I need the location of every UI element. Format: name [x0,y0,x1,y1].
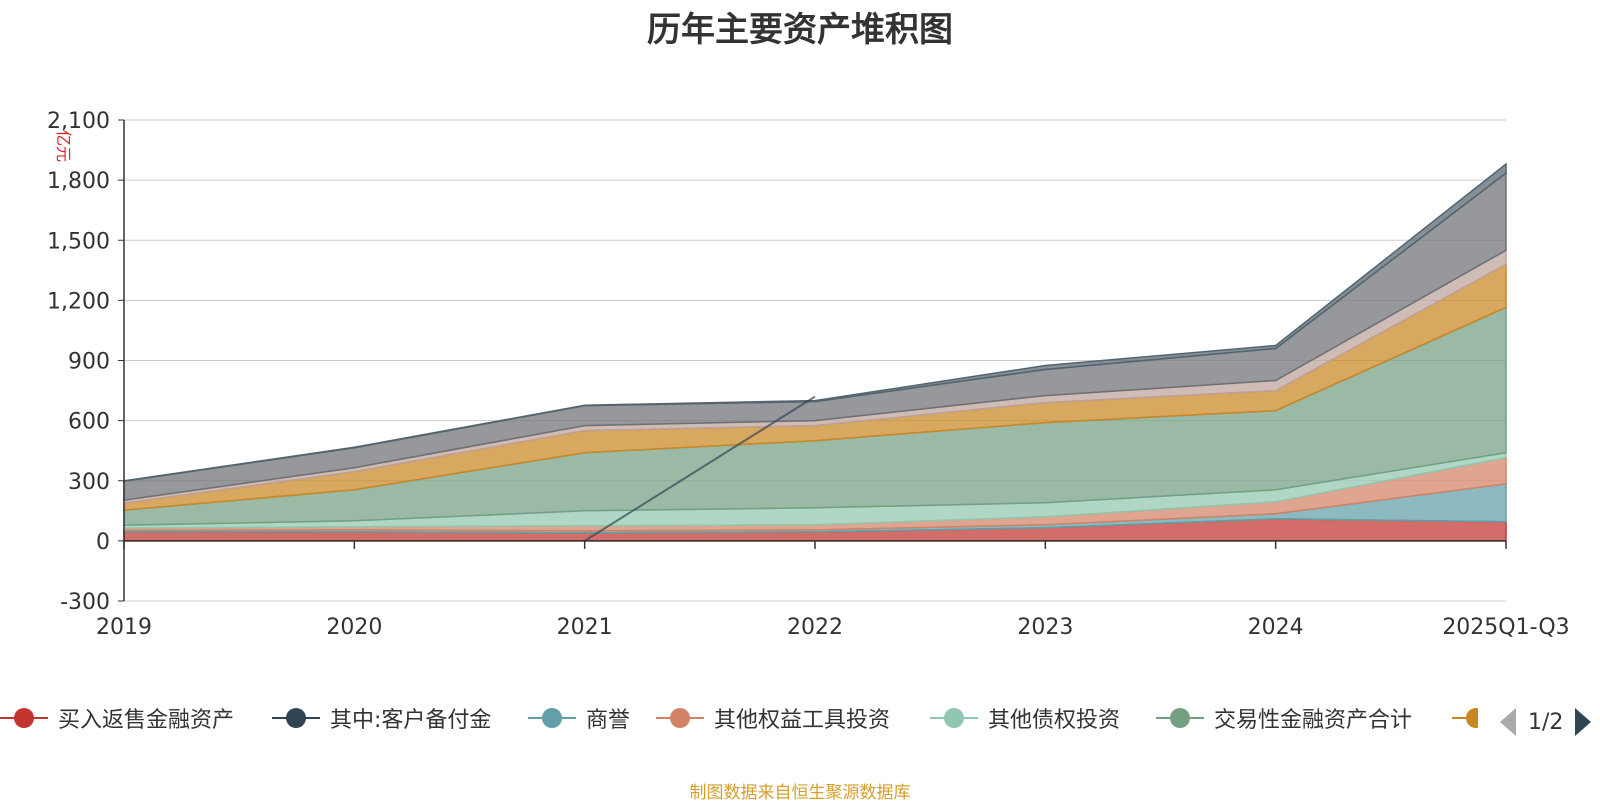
y-tick-label: 1,800 [47,169,110,194]
legend-item[interactable]: 其他权益工具投资 [656,700,890,736]
y-axis-label: 亿元 [54,130,73,162]
y-tick-label: 1,500 [47,229,110,254]
x-tick-label: 2020 [326,615,382,640]
y-tick-label: 2,100 [47,109,110,134]
legend-marker-icon [930,703,978,733]
legend-marker-icon [656,703,704,733]
legend-label: 交易性金融资产合计 [1214,708,1413,733]
y-tick-label: -300 [60,590,110,615]
legend-label: 其他债权投资 [988,708,1121,733]
legend-label: 其他权益工具投资 [714,708,891,733]
chart-title: 历年主要资产堆积图 [647,10,953,50]
pager-prev-icon[interactable] [1500,708,1516,736]
x-tick-label: 2025Q1-Q3 [1442,615,1569,640]
line-其中:客户备付金 [584,395,816,542]
overlay-lines [584,395,816,542]
y-tick-label: 900 [68,350,110,375]
legend-label: 其中:客户备付金 [330,708,492,733]
x-tick-label: 2019 [96,615,152,640]
source-note: 制图数据来自恒生聚源数据库 [689,783,911,803]
pager-next-icon[interactable] [1575,708,1592,736]
legend-pager: 1/2 [1500,708,1592,736]
legend-item[interactable]: 交易性金融资产合计 [1156,700,1412,736]
legend-item[interactable]: 其他债权投资 [930,700,1120,736]
legend-marker-icon [272,703,320,733]
legend-item[interactable]: 商誉 [528,700,630,736]
x-tick-label: 2022 [787,615,843,640]
y-tick-label: 300 [68,470,110,495]
legend-label: 商誉 [586,708,631,733]
x-tick-label: 2023 [1017,615,1073,640]
legend-item[interactable]: 其中:客户备付金 [272,700,491,736]
x-tick-label: 2024 [1248,615,1304,640]
x-tick-label: 2021 [557,615,613,640]
stacked-areas [123,162,1507,542]
y-tick-label: 600 [68,410,110,435]
legend: 买入返售金融资产 其中:客户备付金 商誉 其他权益工具投资 其他债权投资 交易性金融资产合… [0,700,1600,760]
y-tick-label: 0 [96,530,110,555]
legend-item[interactable]: 买入返售金融资产 [0,700,234,736]
legend-label: 买入返售金融资产 [58,708,235,733]
y-tick-label: 1,200 [47,289,110,314]
pager-text: 1/2 [1528,709,1564,735]
legend-marker-icon [528,703,576,733]
legend-partial-marker-icon [1452,700,1478,736]
area-衍生金融资产 [123,162,1507,483]
legend-marker-icon [0,703,48,733]
axes [118,119,1507,602]
legend-marker-icon [1156,703,1204,733]
